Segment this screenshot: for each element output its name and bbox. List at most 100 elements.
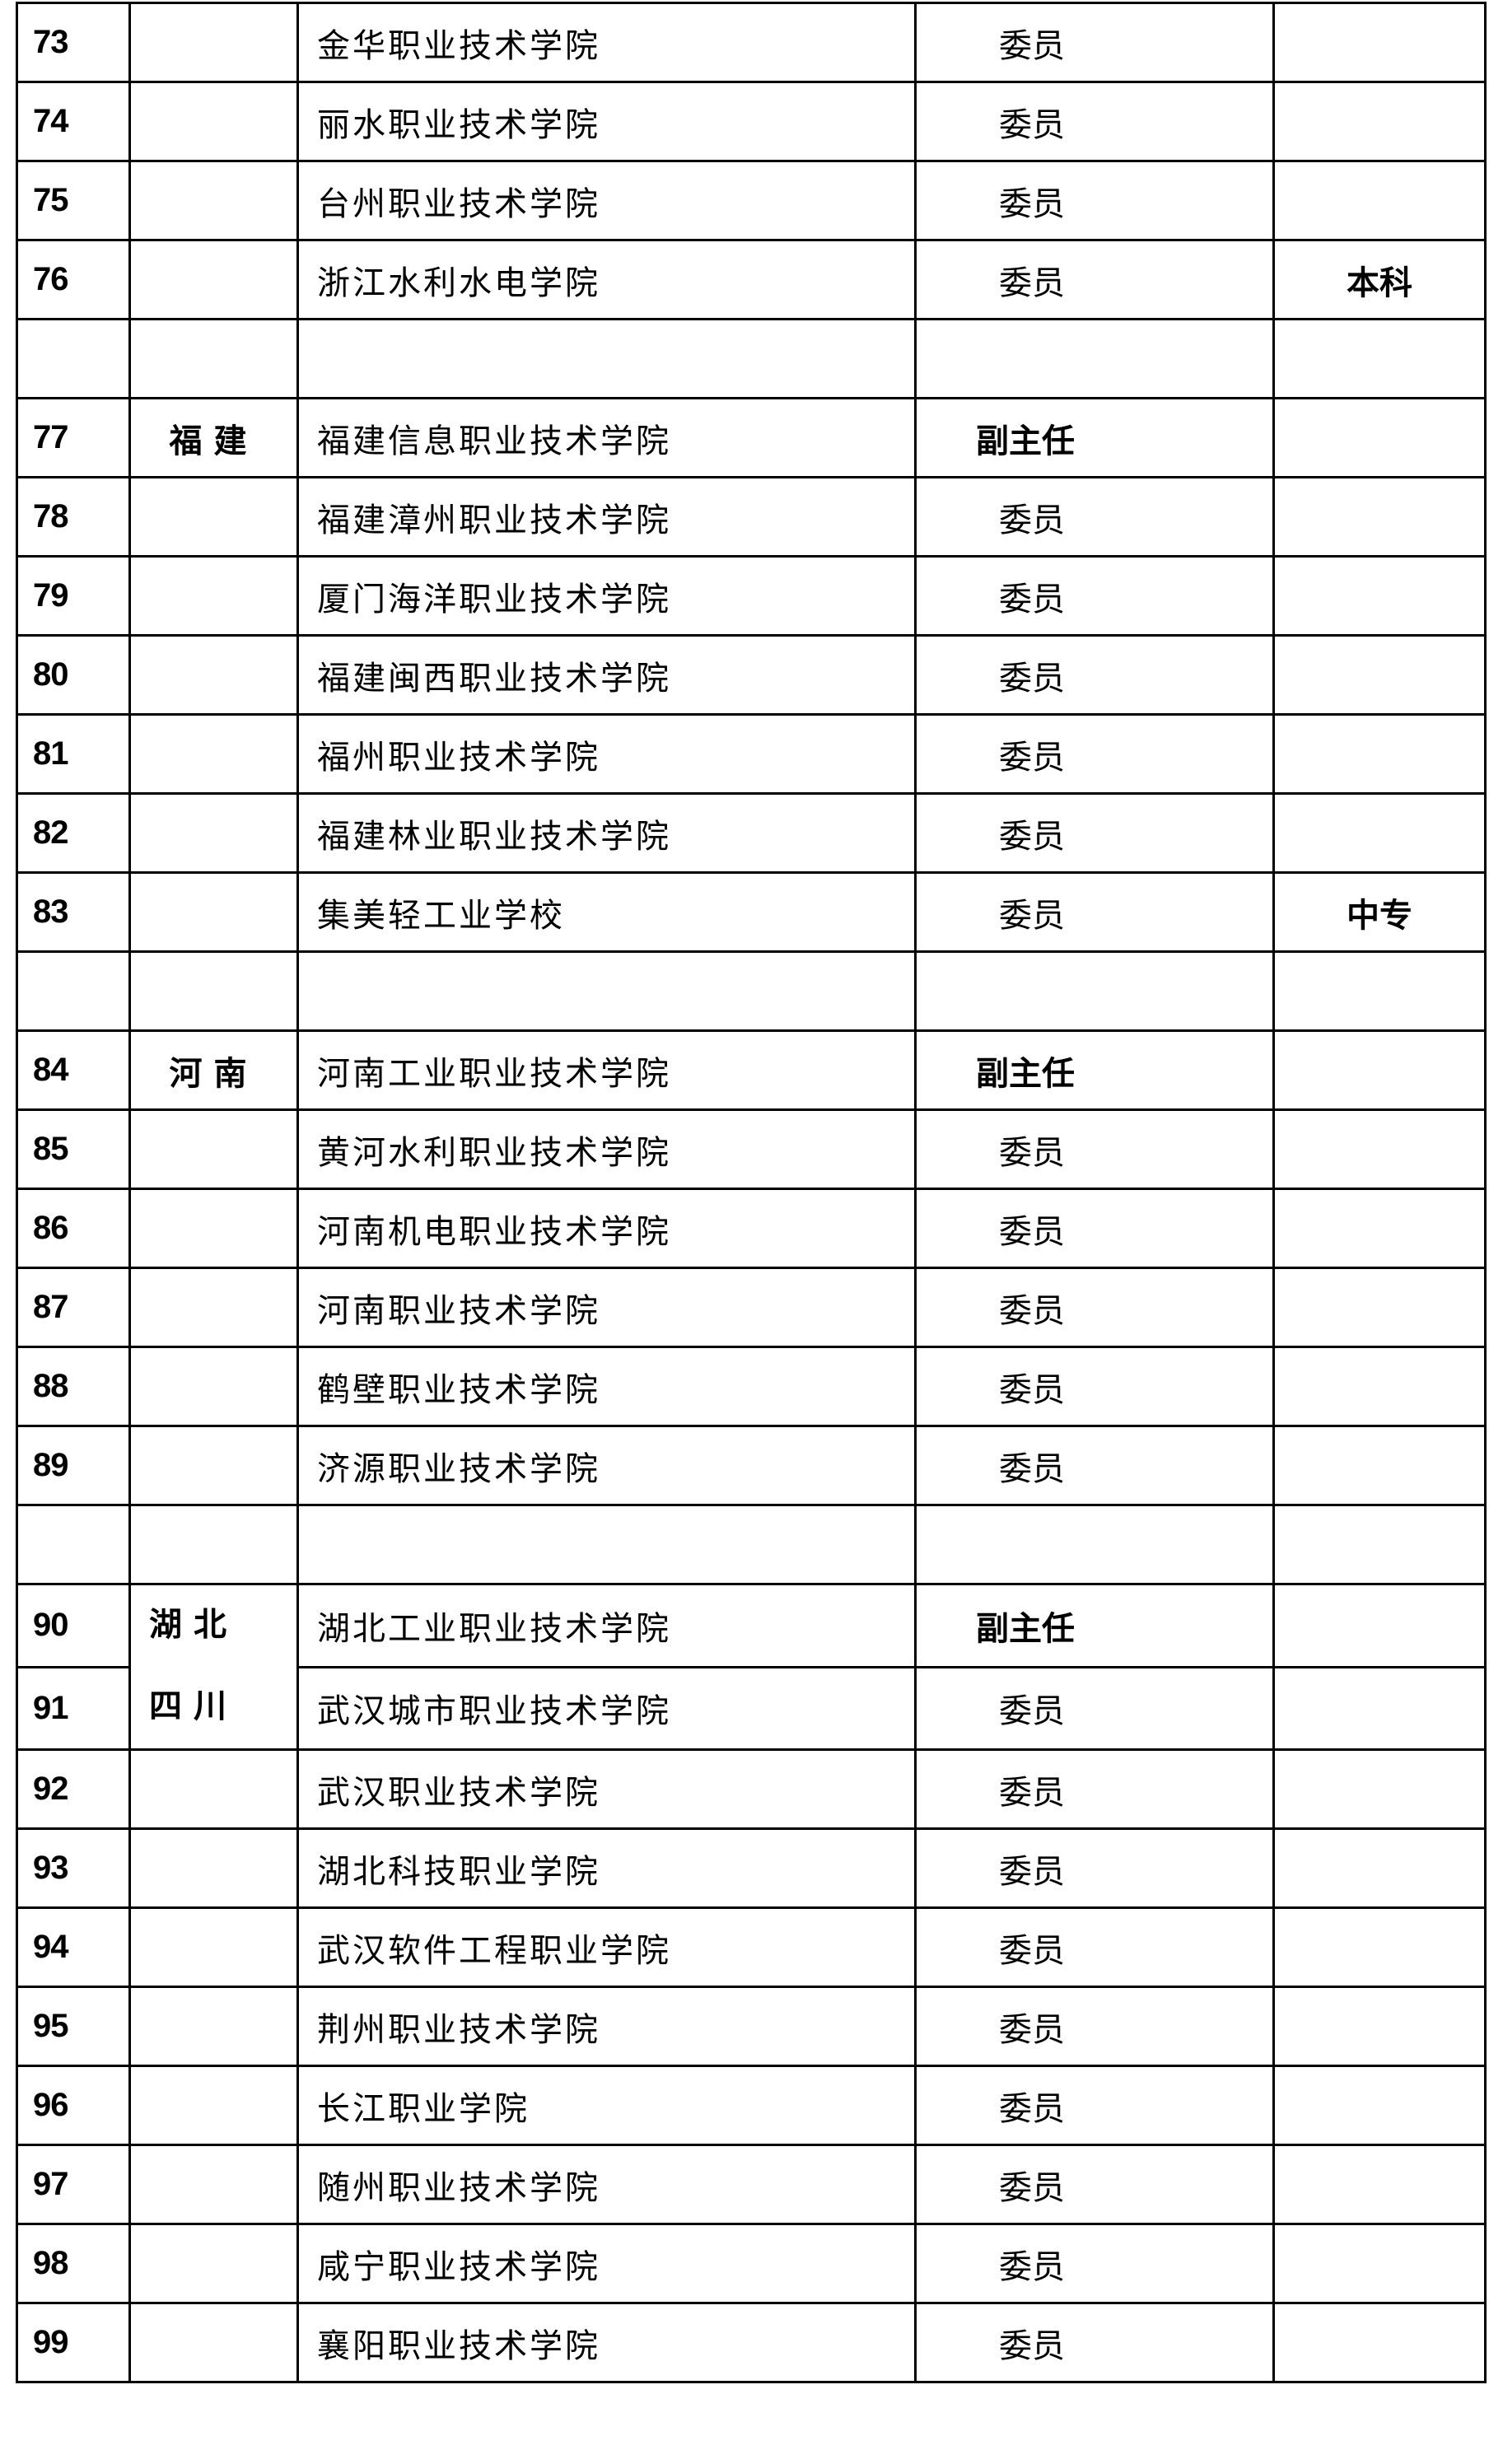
table-row: 82 福建林业职业技术学院 委员 [16,792,1487,874]
institution-type-note: 中专 [1272,871,1487,953]
table-row: 76 浙江水利水电学院 委员 本科 [16,239,1487,320]
member-role: 委员 [914,2065,1275,2146]
institution-type-note [1272,1188,1487,1269]
empty-cell [16,950,131,1032]
row-number: 77 [16,397,131,478]
institution-name: 福建漳州职业技术学院 [296,476,917,558]
member-role: 委员 [914,1986,1275,2067]
institution-name: 金华职业技术学院 [296,2,917,83]
table-row: 91 武汉城市职业技术学院 委员 [16,1665,1487,1751]
member-role: 副主任 [914,1583,1275,1668]
province-cell [128,239,299,320]
institution-name: 襄阳职业技术学院 [296,2302,917,2383]
member-role: 委员 [914,81,1275,162]
institution-name: 湖北工业职业技术学院 [296,1583,917,1668]
row-number: 92 [16,1748,131,1830]
institution-type-note [1272,397,1487,478]
table-row: 80 福建闽西职业技术学院 委员 [16,634,1487,716]
institution-name: 福建闽西职业技术学院 [296,634,917,716]
row-number: 91 [16,1665,131,1751]
institution-type-note: 本科 [1272,239,1487,320]
empty-cell [128,950,299,1032]
institution-type-note [1272,1108,1487,1190]
member-role: 委员 [914,1827,1275,1909]
row-number: 93 [16,1827,131,1909]
province-cell [128,476,299,558]
row-number: 76 [16,239,131,320]
empty-cell [1272,950,1487,1032]
table-row: 94 武汉软件工程职业学院 委员 [16,1906,1487,1988]
province-cell [128,1188,299,1269]
empty-cell [296,1504,917,1585]
province-cell [128,2,299,83]
province-cell [128,1108,299,1190]
empty-cell [914,950,1275,1032]
row-number: 97 [16,2144,131,2225]
province-cell [128,2223,299,2304]
institution-name: 随州职业技术学院 [296,2144,917,2225]
institution-type-note [1272,634,1487,716]
empty-cell [1272,1504,1487,1585]
institution-name: 湖北科技职业学院 [296,1827,917,1909]
member-role: 委员 [914,1425,1275,1506]
institution-type-note [1272,2223,1487,2304]
province-cell [128,555,299,637]
province-cell [128,1748,299,1830]
row-number: 88 [16,1346,131,1427]
table-row: 89 济源职业技术学院 委员 [16,1425,1487,1506]
empty-cell [296,318,917,399]
institution-type-note [1272,2065,1487,2146]
institution-type-note [1272,2302,1487,2383]
member-table-body: 73 金华职业技术学院 委员 74 丽水职业技术学院 委员 75 台州职业技术学院 委员 76 浙江… [16,2,1487,2383]
institution-type-note [1272,792,1487,874]
institution-type-note [1272,476,1487,558]
institution-name: 福建林业职业技术学院 [296,792,917,874]
member-role: 委员 [914,555,1275,637]
institution-name: 丽水职业技术学院 [296,81,917,162]
member-role: 委员 [914,2144,1275,2225]
blank-separator-row [16,318,1487,399]
empty-cell [296,950,917,1032]
province-label: 四川 [149,1687,238,1725]
row-number: 96 [16,2065,131,2146]
member-role: 委员 [914,160,1275,241]
institution-type-note [1272,1267,1487,1348]
institution-type-note [1272,1986,1487,2067]
institution-name: 集美轻工业学校 [296,871,917,953]
institution-type-note [1272,1583,1487,1668]
blank-separator-row [16,1504,1487,1585]
member-table: 73 金华职业技术学院 委员 74 丽水职业技术学院 委员 75 台州职业技术学院 委员 76 浙江… [16,2,1487,2383]
row-number: 84 [16,1029,131,1111]
member-role: 委员 [914,1267,1275,1348]
empty-cell [914,1504,1275,1585]
institution-type-note [1272,1906,1487,1988]
table-row: 74 丽水职业技术学院 委员 [16,81,1487,162]
member-role: 副主任 [914,397,1275,478]
row-number: 75 [16,160,131,241]
province-label: 湖北 [149,1605,238,1644]
institution-name: 鹤壁职业技术学院 [296,1346,917,1427]
empty-cell [128,318,299,399]
institution-name: 长江职业学院 [296,2065,917,2146]
province-cell [128,871,299,953]
institution-type-note [1272,1827,1487,1909]
member-role: 委员 [914,713,1275,795]
institution-name: 济源职业技术学院 [296,1425,917,1506]
province-cell: 湖北 四川 [128,1583,299,1751]
table-row: 85 黄河水利职业技术学院 委员 [16,1108,1487,1190]
table-row: 83 集美轻工业学校 委员 中专 [16,871,1487,953]
table-row: 87 河南职业技术学院 委员 [16,1267,1487,1348]
institution-name: 荆州职业技术学院 [296,1986,917,2067]
institution-name: 厦门海洋职业技术学院 [296,555,917,637]
institution-name: 黄河水利职业技术学院 [296,1108,917,1190]
province-cell [128,160,299,241]
empty-cell [16,318,131,399]
empty-cell [128,1504,299,1585]
institution-name: 咸宁职业技术学院 [296,2223,917,2304]
institution-type-note [1272,2144,1487,2225]
institution-name: 河南机电职业技术学院 [296,1188,917,1269]
table-row: 86 河南机电职业技术学院 委员 [16,1188,1487,1269]
institution-type-note [1272,1346,1487,1427]
row-number: 80 [16,634,131,716]
table-row: 73 金华职业技术学院 委员 [16,2,1487,83]
